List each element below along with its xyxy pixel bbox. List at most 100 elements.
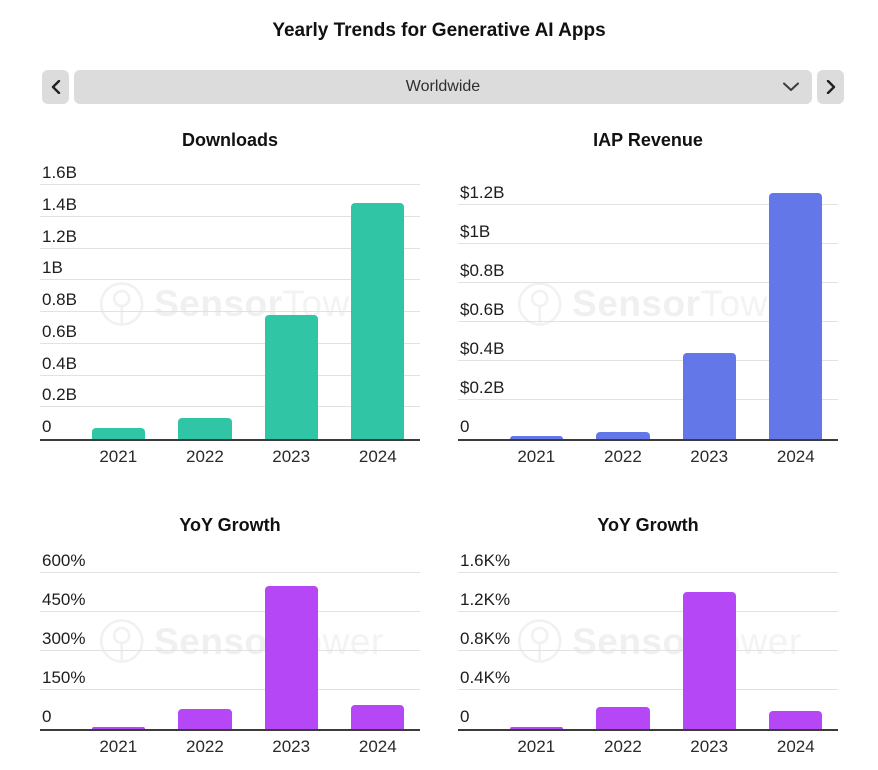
y-tick-label: 300% <box>42 629 86 649</box>
region-select[interactable]: Worldwide <box>74 70 812 104</box>
y-tick-label: 0 <box>460 707 470 726</box>
chart-plot-area: SensorTower 0 150% 300% 450% 600% <box>40 551 420 731</box>
sensortower-watermark: SensorTower <box>99 618 384 664</box>
y-tick-label: $0.8B <box>460 261 505 280</box>
sensortower-watermark: SensorTower <box>517 618 802 664</box>
chart-yoy-growth-revenue: YoY Growth SensorTower 0 0.4K% 0.8K% 1.2K% 1.… <box>458 515 838 760</box>
bar-2024[interactable] <box>769 710 823 729</box>
y-tick-label: 1B <box>42 258 63 278</box>
bar-2022[interactable] <box>596 706 650 729</box>
gridline <box>40 689 420 691</box>
y-tick-label: $0.2B <box>460 378 505 397</box>
x-tick-label: 2022 <box>603 737 642 756</box>
x-tick-label: 2024 <box>358 737 397 756</box>
gridline <box>40 611 420 613</box>
x-tick-label: 2023 <box>690 737 729 756</box>
chevron-right-icon <box>826 80 835 94</box>
sensortower-logo-icon <box>100 619 144 663</box>
bar-2021[interactable] <box>509 727 563 729</box>
y-tick-label: $1.2B <box>460 183 505 202</box>
y-tick-label: 450% <box>42 590 86 610</box>
y-tick-label: $0.6B <box>460 300 505 319</box>
chart-downloads: Downloads SensorTower 0 0.2B 0.4B 0.6B 0.8B 1B… <box>40 130 420 470</box>
chart-yoy-growth-downloads: YoY Growth SensorTower 0 150% 300% 450% 600% … <box>40 515 420 760</box>
y-tick-label: 1.6B <box>42 163 77 183</box>
x-tick-label: 2022 <box>603 447 642 466</box>
gridline <box>40 279 420 281</box>
page-title: Yearly Trends for Generative AI Apps <box>272 20 606 41</box>
y-tick-label: 0.4B <box>42 353 77 373</box>
x-tick-label: 2024 <box>358 447 397 466</box>
chart-title-yoy-growth-revenue: YoY Growth <box>597 515 699 535</box>
gridline <box>458 688 838 690</box>
x-axis-line <box>40 439 420 441</box>
watermark-text-bold: Sensor <box>572 283 701 324</box>
x-axis-line <box>458 439 838 441</box>
y-tick-label: 600% <box>42 551 86 571</box>
chart-x-axis-labels: 2021 2022 2023 2024 <box>40 446 420 470</box>
bar-2022[interactable] <box>596 432 650 439</box>
y-tick-label: 0.2B <box>42 385 77 405</box>
chart-x-axis-labels: 2021 2022 2023 2024 <box>458 446 838 470</box>
bar-2023[interactable] <box>682 353 736 439</box>
gridline <box>458 282 838 283</box>
x-tick-label: 2021 <box>517 737 556 756</box>
y-tick-label: 0.4K% <box>460 667 511 687</box>
bar-2023[interactable] <box>264 586 318 729</box>
gridline <box>458 204 838 205</box>
bar-2022[interactable] <box>178 708 232 729</box>
chart-iap-revenue: IAP Revenue SensorTower 0 $0.2B $0.4B $0.6B $… <box>458 130 838 470</box>
gridline <box>40 247 420 249</box>
sensortower-logo-icon <box>100 281 144 326</box>
gridline <box>458 610 838 612</box>
sensortower-watermark: SensorTower <box>517 281 802 327</box>
chart-title-downloads: Downloads <box>181 130 278 150</box>
bar-2021[interactable] <box>91 427 145 439</box>
bar-2024[interactable] <box>351 704 405 729</box>
region-select-value: Worldwide <box>405 78 481 95</box>
x-axis-line <box>458 729 838 731</box>
bar-2022[interactable] <box>178 418 232 439</box>
chart-title-yoy-growth-downloads: YoY Growth <box>179 515 281 535</box>
chart-plot-area: SensorTower 0 0.2B 0.4B 0.6B 0.8B 1B 1.2B 1.4B 1.… <box>40 163 420 441</box>
prev-region-button[interactable] <box>42 70 69 104</box>
gridline <box>458 321 838 322</box>
y-tick-label: 1.2B <box>42 226 77 246</box>
gridline <box>40 184 420 186</box>
y-tick-label: 0.8K% <box>460 628 511 648</box>
gridline <box>40 374 420 376</box>
y-tick-label: 0.6B <box>42 321 77 341</box>
bar-2024[interactable] <box>769 193 823 439</box>
gridline <box>40 311 420 313</box>
y-tick-label: 1.6K% <box>460 550 511 570</box>
bar-2021[interactable] <box>509 436 563 439</box>
gridline <box>40 406 420 408</box>
gridline <box>458 399 838 400</box>
y-tick-label: 0 <box>42 417 52 436</box>
x-tick-label: 2024 <box>776 447 815 466</box>
gridline <box>458 243 838 244</box>
watermark-text-bold: Sensor <box>572 620 701 662</box>
x-axis-line <box>40 729 420 731</box>
chart-x-axis-labels: 2021 2022 2023 2024 <box>40 736 420 760</box>
x-tick-label: 2022 <box>185 447 224 466</box>
region-navigation: Worldwide <box>42 70 844 104</box>
gridline <box>458 649 838 651</box>
bar-2023[interactable] <box>264 315 318 439</box>
gridline <box>40 215 420 217</box>
bar-2024[interactable] <box>351 202 405 439</box>
sensortower-watermark: SensorTower <box>99 281 384 327</box>
x-tick-label: 2023 <box>690 447 729 466</box>
sensortower-logo-icon <box>518 619 562 663</box>
gridline <box>458 571 838 573</box>
bar-2023[interactable] <box>682 592 736 729</box>
next-region-button[interactable] <box>817 70 844 104</box>
chart-plot-area: SensorTower 0 0.4K% 0.8K% 1.2K% 1.6K% <box>458 551 838 731</box>
gridline <box>40 342 420 344</box>
x-tick-label: 2023 <box>272 737 311 756</box>
y-tick-label: 1.4B <box>42 194 77 214</box>
chart-plot-area: SensorTower 0 $0.2B $0.4B $0.6B $0.8B $1B $1.2B <box>458 166 838 441</box>
gridline <box>40 572 420 574</box>
chart-x-axis-labels: 2021 2022 2023 2024 <box>458 736 838 760</box>
bar-2021[interactable] <box>91 726 145 729</box>
